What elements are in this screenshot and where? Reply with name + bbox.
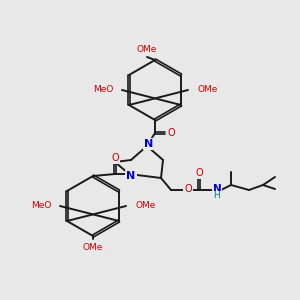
- Text: N: N: [144, 139, 154, 149]
- Text: OMe: OMe: [83, 242, 103, 251]
- Text: MeO: MeO: [93, 85, 113, 94]
- Text: OMe: OMe: [137, 44, 157, 53]
- Text: N: N: [126, 171, 136, 181]
- Text: N: N: [213, 184, 221, 194]
- Text: O: O: [167, 128, 175, 138]
- Text: O: O: [195, 168, 203, 178]
- Text: OMe: OMe: [135, 202, 155, 211]
- Text: OMe: OMe: [197, 85, 218, 94]
- Text: O: O: [111, 153, 119, 163]
- Text: MeO: MeO: [31, 202, 51, 211]
- Text: O: O: [184, 184, 192, 194]
- Text: H: H: [214, 191, 220, 200]
